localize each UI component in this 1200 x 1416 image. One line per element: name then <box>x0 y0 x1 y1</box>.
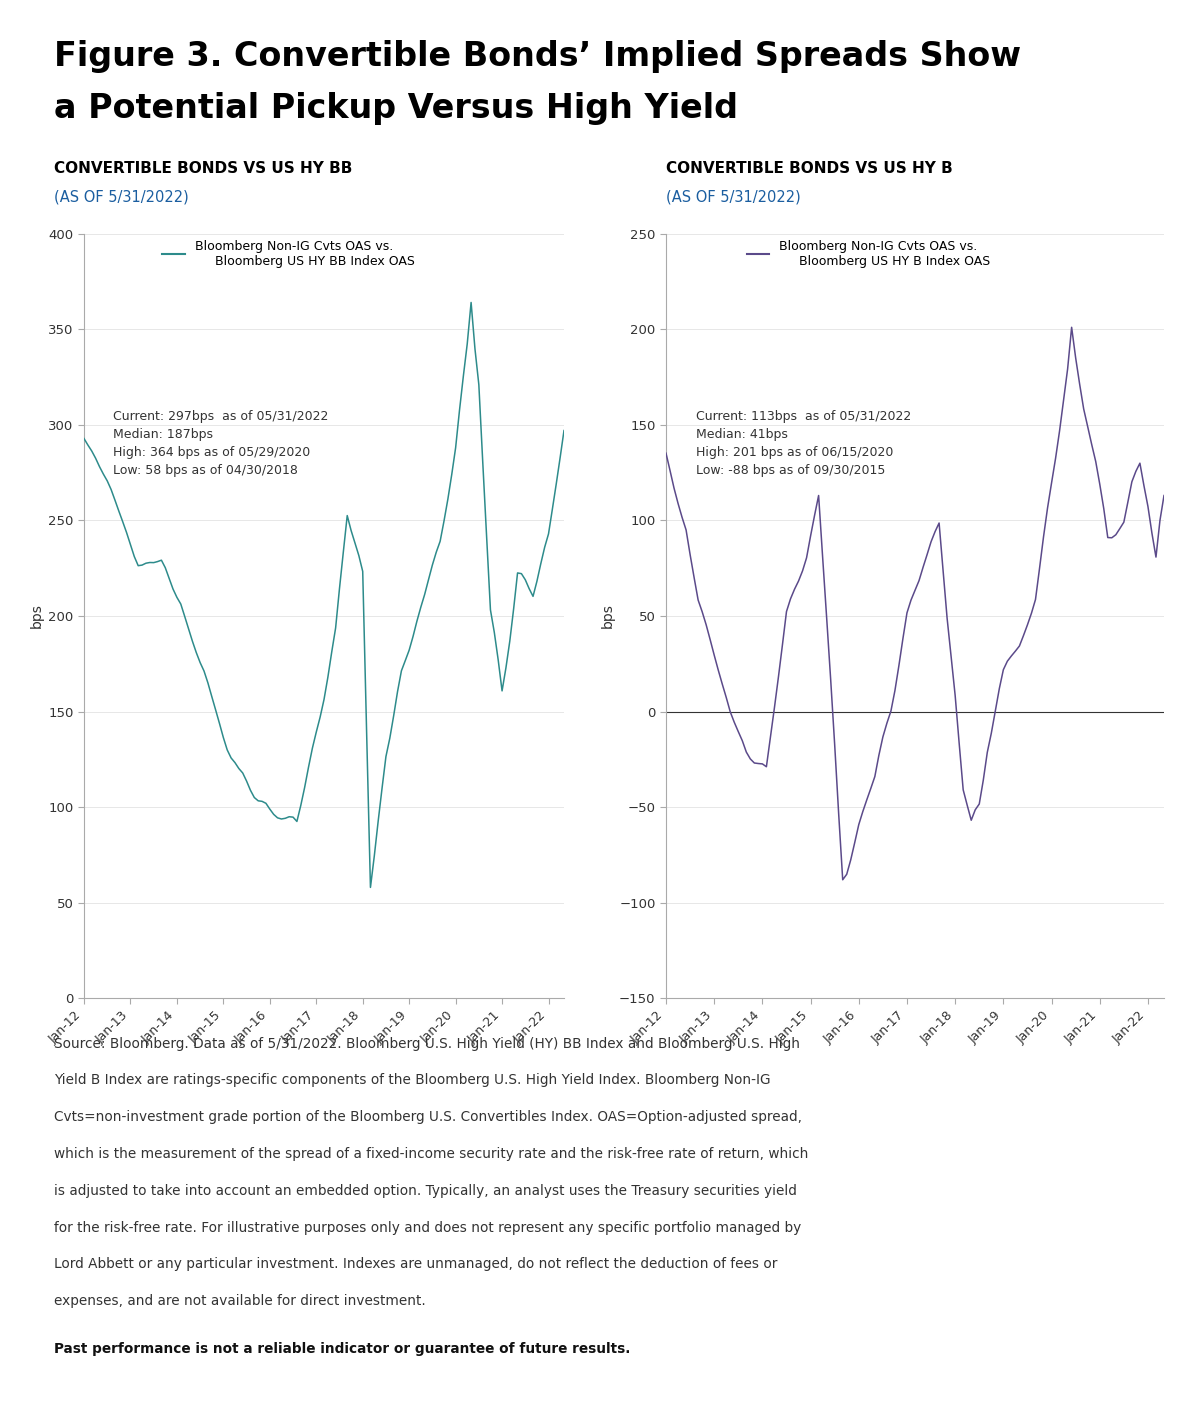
Text: Figure 3. Convertible Bonds’ Implied Spreads Show: Figure 3. Convertible Bonds’ Implied Spr… <box>54 40 1021 72</box>
Text: for the risk-free rate. For illustrative purposes only and does not represent an: for the risk-free rate. For illustrative… <box>54 1221 802 1235</box>
Text: CONVERTIBLE BONDS VS US HY BB: CONVERTIBLE BONDS VS US HY BB <box>54 161 353 177</box>
Text: Current: 297bps  as of 05/31/2022
Median: 187bps
High: 364 bps as of 05/29/2020
: Current: 297bps as of 05/31/2022 Median:… <box>113 409 328 477</box>
Text: Lord Abbett or any particular investment. Indexes are unmanaged, do not reflect : Lord Abbett or any particular investment… <box>54 1257 778 1272</box>
Text: (AS OF 5/31/2022): (AS OF 5/31/2022) <box>54 190 188 205</box>
Y-axis label: bps: bps <box>601 603 614 629</box>
Text: Cvts=non-investment grade portion of the Bloomberg U.S. Convertibles Index. OAS=: Cvts=non-investment grade portion of the… <box>54 1110 802 1124</box>
Text: expenses, and are not available for direct investment.: expenses, and are not available for dire… <box>54 1294 426 1308</box>
Text: a Potential Pickup Versus High Yield: a Potential Pickup Versus High Yield <box>54 92 738 125</box>
Text: Yield B Index are ratings-specific components of the Bloomberg U.S. High Yield I: Yield B Index are ratings-specific compo… <box>54 1073 770 1087</box>
Text: Current: 113bps  as of 05/31/2022
Median: 41bps
High: 201 bps as of 06/15/2020
L: Current: 113bps as of 05/31/2022 Median:… <box>696 409 911 477</box>
Text: which is the measurement of the spread of a fixed-income security rate and the r: which is the measurement of the spread o… <box>54 1147 809 1161</box>
Legend: Bloomberg Non-IG Cvts OAS vs.
     Bloomberg US HY B Index OAS: Bloomberg Non-IG Cvts OAS vs. Bloomberg … <box>746 239 991 268</box>
Y-axis label: bps: bps <box>30 603 44 629</box>
Text: is adjusted to take into account an embedded option. Typically, an analyst uses : is adjusted to take into account an embe… <box>54 1184 797 1198</box>
Text: Past performance is not a reliable indicator or guarantee of future results.: Past performance is not a reliable indic… <box>54 1342 630 1357</box>
Text: Source: Bloomberg. Data as of 5/31/2022. Bloomberg U.S. High Yield (HY) BB Index: Source: Bloomberg. Data as of 5/31/2022.… <box>54 1037 800 1051</box>
Legend: Bloomberg Non-IG Cvts OAS vs.
     Bloomberg US HY BB Index OAS: Bloomberg Non-IG Cvts OAS vs. Bloomberg … <box>162 239 415 268</box>
Text: CONVERTIBLE BONDS VS US HY B: CONVERTIBLE BONDS VS US HY B <box>666 161 953 177</box>
Text: (AS OF 5/31/2022): (AS OF 5/31/2022) <box>666 190 800 205</box>
